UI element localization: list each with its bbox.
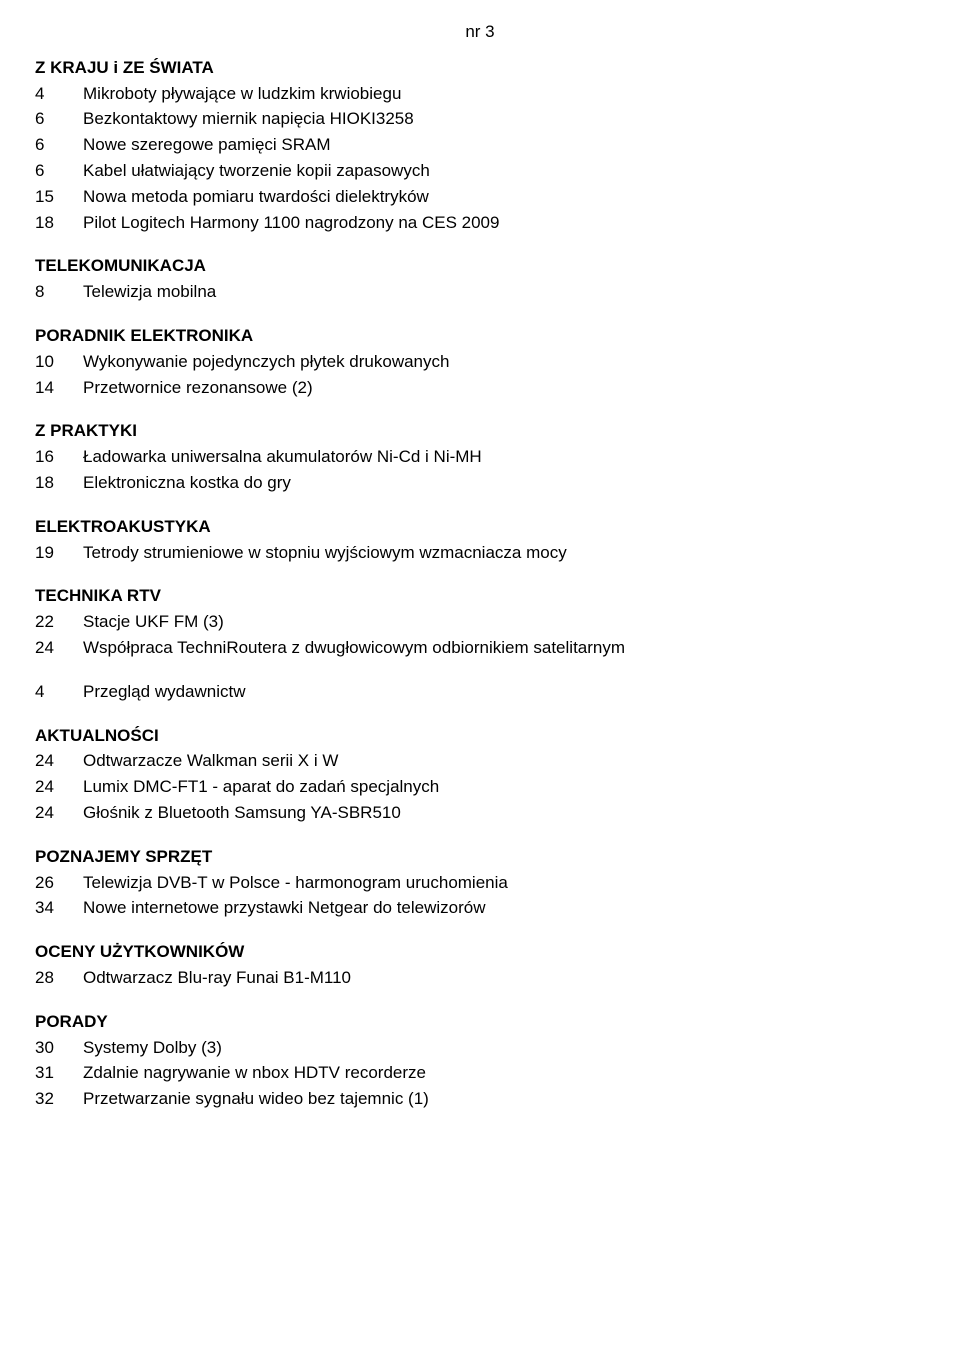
toc-entry: 30Systemy Dolby (3) xyxy=(35,1036,925,1062)
toc-entry: 24Współpraca TechniRoutera z dwugłowicow… xyxy=(35,636,925,662)
entry-title: Elektroniczna kostka do gry xyxy=(83,471,925,497)
toc-entry: 19Tetrody strumieniowe w stopniu wyjścio… xyxy=(35,541,925,567)
standalone-entries: 4Przegląd wydawnictw xyxy=(35,680,925,706)
page-number: 4 xyxy=(35,680,83,706)
page-number: 32 xyxy=(35,1087,83,1113)
page-number: 18 xyxy=(35,471,83,497)
toc-entry: 15Nowa metoda pomiaru twardości dielektr… xyxy=(35,185,925,211)
section-entries: 19Tetrody strumieniowe w stopniu wyjścio… xyxy=(35,541,925,567)
toc-entry: 16Ładowarka uniwersalna akumulatorów Ni-… xyxy=(35,445,925,471)
section-heading: Z KRAJU i ZE ŚWIATA xyxy=(35,56,925,80)
toc-entry: 6Bezkontaktowy miernik napięcia HIOKI325… xyxy=(35,107,925,133)
page-number: 6 xyxy=(35,159,83,185)
section-entries: 8Telewizja mobilna xyxy=(35,280,925,306)
entry-title: Współpraca TechniRoutera z dwugłowicowym… xyxy=(83,636,925,662)
section-entries: 30Systemy Dolby (3)31Zdalnie nagrywanie … xyxy=(35,1036,925,1113)
section-heading: TELEKOMUNIKACJA xyxy=(35,254,925,278)
issue-number: nr 3 xyxy=(35,20,925,44)
entry-title: Przetwornice rezonansowe (2) xyxy=(83,376,925,402)
page-number: 30 xyxy=(35,1036,83,1062)
section-heading: OCENY UŻYTKOWNIKÓW xyxy=(35,940,925,964)
toc-entry: 6Kabel ułatwiający tworzenie kopii zapas… xyxy=(35,159,925,185)
entry-title: Przegląd wydawnictw xyxy=(83,680,925,706)
section-heading: PORADNIK ELEKTRONIKA xyxy=(35,324,925,348)
toc-entry: 18Elektroniczna kostka do gry xyxy=(35,471,925,497)
section-heading: ELEKTROAKUSTYKA xyxy=(35,515,925,539)
toc-entry: 4Przegląd wydawnictw xyxy=(35,680,925,706)
toc-entry: 31Zdalnie nagrywanie w nbox HDTV recorde… xyxy=(35,1061,925,1087)
entry-title: Telewizja DVB-T w Polsce - harmonogram u… xyxy=(83,871,925,897)
toc-entry: 10Wykonywanie pojedynczych płytek drukow… xyxy=(35,350,925,376)
entry-title: Odtwarzacz Blu-ray Funai B1-M110 xyxy=(83,966,925,992)
toc-entry: 4Mikroboty pływające w ludzkim krwiobieg… xyxy=(35,82,925,108)
section-entries: 16Ładowarka uniwersalna akumulatorów Ni-… xyxy=(35,445,925,497)
section-entries: 28Odtwarzacz Blu-ray Funai B1-M110 xyxy=(35,966,925,992)
page-number: 8 xyxy=(35,280,83,306)
entry-title: Nowe internetowe przystawki Netgear do t… xyxy=(83,896,925,922)
page-number: 6 xyxy=(35,133,83,159)
section-entries: 24Odtwarzacze Walkman serii X i W24Lumix… xyxy=(35,749,925,826)
entry-title: Głośnik z Bluetooth Samsung YA-SBR510 xyxy=(83,801,925,827)
toc-entry: 24Lumix DMC-FT1 - aparat do zadań specja… xyxy=(35,775,925,801)
section-entries: 22Stacje UKF FM (3)24Współpraca TechniRo… xyxy=(35,610,925,662)
section-heading: PORADY xyxy=(35,1010,925,1034)
toc-entry: 24Głośnik z Bluetooth Samsung YA-SBR510 xyxy=(35,801,925,827)
entry-title: Nowa metoda pomiaru twardości dielektryk… xyxy=(83,185,925,211)
page-number: 24 xyxy=(35,775,83,801)
entry-title: Nowe szeregowe pamięci SRAM xyxy=(83,133,925,159)
section-heading: AKTUALNOŚCI xyxy=(35,724,925,748)
section-heading: TECHNIKA RTV xyxy=(35,584,925,608)
section-entries: 10Wykonywanie pojedynczych płytek drukow… xyxy=(35,350,925,402)
entry-title: Telewizja mobilna xyxy=(83,280,925,306)
entry-title: Zdalnie nagrywanie w nbox HDTV recorderz… xyxy=(83,1061,925,1087)
entry-title: Systemy Dolby (3) xyxy=(83,1036,925,1062)
section-heading: Z PRAKTYKI xyxy=(35,419,925,443)
entry-title: Ładowarka uniwersalna akumulatorów Ni-Cd… xyxy=(83,445,925,471)
entry-title: Stacje UKF FM (3) xyxy=(83,610,925,636)
entry-title: Mikroboty pływające w ludzkim krwiobiegu xyxy=(83,82,925,108)
page-number: 24 xyxy=(35,749,83,775)
page-number: 10 xyxy=(35,350,83,376)
entry-title: Kabel ułatwiający tworzenie kopii zapaso… xyxy=(83,159,925,185)
page-number: 15 xyxy=(35,185,83,211)
toc-entry: 22Stacje UKF FM (3) xyxy=(35,610,925,636)
table-of-contents: Z KRAJU i ZE ŚWIATA4Mikroboty pływające … xyxy=(35,56,925,1113)
entry-title: Odtwarzacze Walkman serii X i W xyxy=(83,749,925,775)
page-number: 6 xyxy=(35,107,83,133)
toc-entry: 34Nowe internetowe przystawki Netgear do… xyxy=(35,896,925,922)
page-number: 26 xyxy=(35,871,83,897)
toc-entry: 32Przetwarzanie sygnału wideo bez tajemn… xyxy=(35,1087,925,1113)
toc-entry: 8Telewizja mobilna xyxy=(35,280,925,306)
entry-title: Tetrody strumieniowe w stopniu wyjściowy… xyxy=(83,541,925,567)
page-number: 22 xyxy=(35,610,83,636)
page-number: 31 xyxy=(35,1061,83,1087)
page-number: 19 xyxy=(35,541,83,567)
entry-title: Pilot Logitech Harmony 1100 nagrodzony n… xyxy=(83,211,925,237)
entry-title: Wykonywanie pojedynczych płytek drukowan… xyxy=(83,350,925,376)
page-number: 24 xyxy=(35,801,83,827)
entry-title: Przetwarzanie sygnału wideo bez tajemnic… xyxy=(83,1087,925,1113)
toc-entry: 28Odtwarzacz Blu-ray Funai B1-M110 xyxy=(35,966,925,992)
entry-title: Bezkontaktowy miernik napięcia HIOKI3258 xyxy=(83,107,925,133)
page-number: 16 xyxy=(35,445,83,471)
toc-entry: 14Przetwornice rezonansowe (2) xyxy=(35,376,925,402)
toc-entry: 18Pilot Logitech Harmony 1100 nagrodzony… xyxy=(35,211,925,237)
section-heading: POZNAJEMY SPRZĘT xyxy=(35,845,925,869)
page-number: 34 xyxy=(35,896,83,922)
page-number: 14 xyxy=(35,376,83,402)
toc-entry: 24Odtwarzacze Walkman serii X i W xyxy=(35,749,925,775)
page-number: 18 xyxy=(35,211,83,237)
entry-title: Lumix DMC-FT1 - aparat do zadań specjaln… xyxy=(83,775,925,801)
toc-entry: 6Nowe szeregowe pamięci SRAM xyxy=(35,133,925,159)
page-number: 4 xyxy=(35,82,83,108)
section-entries: 4Mikroboty pływające w ludzkim krwiobieg… xyxy=(35,82,925,237)
section-entries: 26Telewizja DVB-T w Polsce - harmonogram… xyxy=(35,871,925,923)
toc-entry: 26Telewizja DVB-T w Polsce - harmonogram… xyxy=(35,871,925,897)
page-number: 24 xyxy=(35,636,83,662)
page-number: 28 xyxy=(35,966,83,992)
